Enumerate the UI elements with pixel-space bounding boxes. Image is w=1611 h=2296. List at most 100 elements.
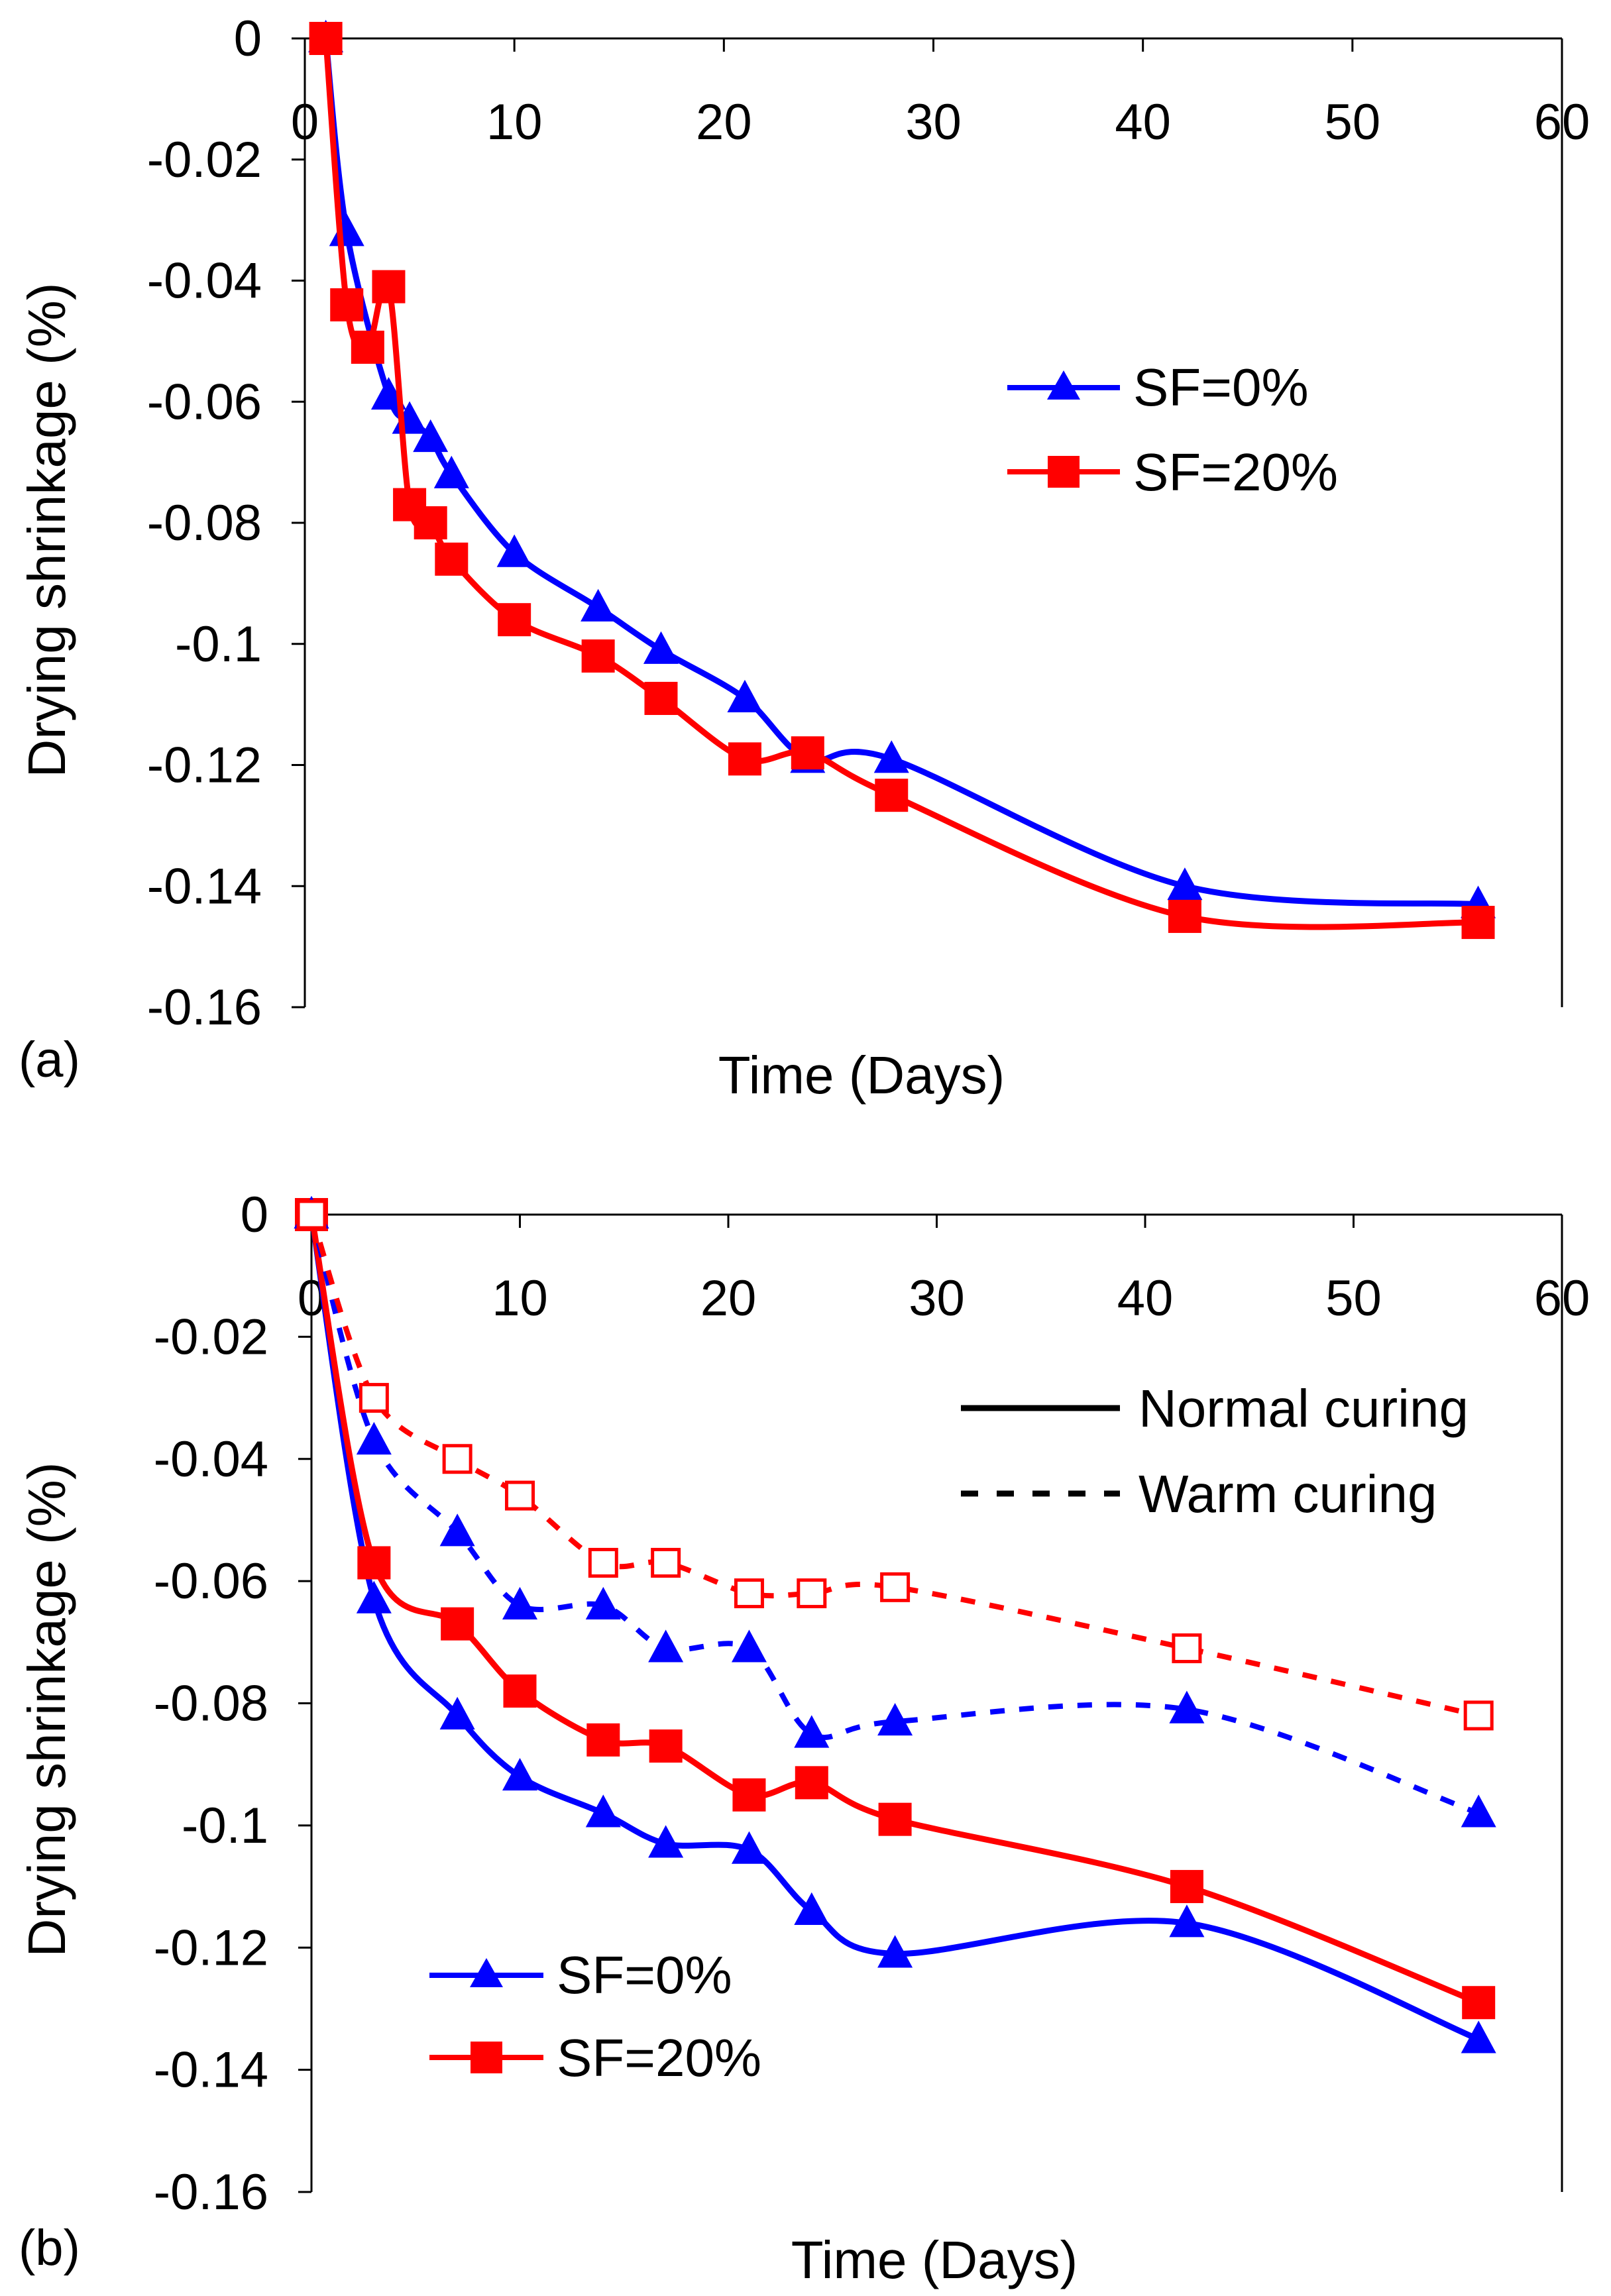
panel-a-x-tick-label: 20 (696, 94, 752, 150)
panel-b-x-tick-label: 30 (909, 1270, 965, 1327)
style-legend-warm-label: Warm curing (1139, 1464, 1437, 1523)
panel-b-y-tick-label: -0.14 (154, 2042, 268, 2099)
panel-b-series-2-point (877, 1702, 913, 1736)
panel-b-series-3-point (734, 1578, 764, 1609)
panel-b-series-2-point (585, 1586, 621, 1619)
panel-b-series-0-point (439, 1696, 475, 1729)
panel-b-series-2-point (731, 1629, 767, 1663)
panel-b-series-0-point (648, 1825, 684, 1858)
panel-b-series-1-point (1170, 1870, 1203, 1904)
panel-b-series-0-point (794, 1892, 830, 1925)
panel-b-series-0-point (356, 1580, 392, 1613)
panel-a-x-tick-label: 60 (1534, 94, 1590, 150)
panel-a-y-tick-label: -0.08 (147, 495, 262, 551)
panel-a-series-1-point (351, 331, 384, 364)
panel-a-y-tick-label: -0.06 (147, 374, 262, 430)
panel-b-y-tick-label: -0.08 (154, 1676, 268, 1732)
panel-a-series-0-point (643, 631, 679, 664)
panel-a-series-0-point (873, 740, 909, 773)
panel-b-series-1-point (503, 1674, 537, 1708)
panel-a-y-tick-label: -0.16 (147, 979, 262, 1036)
panel-a-series-1-point (372, 270, 406, 303)
panel-a-x-tick-label: 10 (486, 94, 543, 150)
panel-a-series-1-point (309, 22, 343, 55)
panel-b-series-1-point (1462, 1986, 1496, 2020)
panel-a-series-0-point (581, 588, 616, 622)
panel-b-series-3-point (1172, 1633, 1202, 1664)
panel-a-series-0-point (496, 534, 532, 567)
panel-a-series-1-point (1461, 906, 1495, 940)
panel-a-series-1-point (791, 736, 824, 770)
panel-b-y-tick-label: 0 (241, 1187, 268, 1243)
panel-b-y-tick-label: -0.02 (154, 1309, 268, 1365)
panel-a-series-0-point (413, 419, 449, 453)
panel-a-xlabel: Time (Days) (718, 1046, 1005, 1105)
panel-a-legend-label-sf0: SF=0% (1133, 358, 1309, 417)
panel-b-legend-marker-sf0 (470, 1958, 503, 1987)
panel-b-y-tick-label: -0.06 (154, 1553, 268, 1610)
panel-a-series-0-point (329, 213, 364, 246)
panel-a-legend-label-sf20: SF=20% (1133, 443, 1338, 502)
panel-b-series-3-point (442, 1444, 472, 1474)
panel-b-series-2-point (439, 1513, 475, 1547)
panel-a-legend-marker-sf20 (1048, 456, 1080, 488)
panel-b-series-1-line (308, 1214, 1480, 2006)
panel-b-chart: 0 -0.02 -0.04 -0.06 -0.08 -0.1 -0.12 -0.14 -0.16… (17, 1187, 1590, 2289)
panel-a-x-tick-label: 30 (905, 94, 962, 150)
panel-a-series-0-point (727, 679, 763, 712)
panel-b-x-tick-label: 10 (492, 1270, 548, 1327)
panel-b-y-tick-label: -0.04 (154, 1431, 268, 1488)
panel-a-x-tick-label: 40 (1115, 94, 1171, 150)
panel-b-series-3-point (651, 1547, 681, 1578)
panel-b-series-3-point (296, 1199, 327, 1230)
panel-b-series-2-point (794, 1715, 830, 1748)
panel-a-y-tick-label: -0.12 (147, 738, 262, 794)
panel-b-series-2-point (356, 1421, 392, 1455)
panel-b-x-tick-label: 60 (1534, 1270, 1590, 1327)
panel-a-x-ticks: 0 10 20 30 40 50 60 (291, 38, 1590, 150)
panel-a-y-tick-label: 0 (234, 11, 262, 67)
panel-b-series-0-point (731, 1831, 767, 1864)
panel-b-series (294, 1195, 1496, 2053)
panel-b-legend-label-sf20: SF=20% (557, 2028, 761, 2087)
panel-a-y-ticks: 0 -0.02 -0.04 -0.06 -0.08 -0.1 -0.12 -0.14 -0.16 (147, 11, 305, 1036)
panel-b-x-tick-label: 20 (700, 1270, 757, 1327)
panel-b-series-2-line (309, 1213, 1480, 1816)
panel-a-series-1-point (875, 779, 909, 812)
panel-a-series-0-point (1167, 867, 1203, 901)
panel-b-series-3-point (588, 1547, 618, 1578)
panel-b-x-ticks: 0 10 20 30 40 50 60 (298, 1215, 1590, 1327)
panel-a-x-tick-label: 0 (291, 94, 319, 150)
style-legend-normal-label: Normal curing (1139, 1379, 1469, 1438)
panel-a-series-1-point (644, 681, 678, 715)
panel-b-series-2-point (1461, 1794, 1496, 1828)
panel-b-series-1-point (649, 1729, 683, 1763)
panel-b-ylabel: Drying shrinkage (%) (17, 1462, 76, 1957)
panel-b-series-1-point (878, 1802, 912, 1836)
panel-b-series-2-point (1169, 1690, 1205, 1723)
panel-a-series-1-point (581, 639, 615, 673)
panel-a-legend: SF=0% SF=20% (1007, 358, 1338, 502)
panel-b-style-legend: Normal curing Warm curing (961, 1379, 1469, 1523)
panel-b-series-1-point (586, 1723, 620, 1757)
panel-a-series (308, 19, 1496, 940)
panel-b-legend: SF=0% SF=20% (429, 1945, 761, 2087)
panel-b-y-tick-label: -0.1 (182, 1798, 268, 1854)
panel-b-series-0-point (877, 1935, 913, 1968)
panel-b-series-1-point (357, 1546, 391, 1580)
panel-a-chart: 0 -0.02 -0.04 -0.06 -0.08 -0.1 -0.12 -0.14 -0.16… (17, 11, 1590, 1105)
panel-a-series-1-point (728, 742, 761, 776)
panel-b-x-tick-label: 50 (1325, 1270, 1382, 1327)
panel-b-series-3-point (880, 1572, 911, 1602)
panel-a-series-0-point (433, 455, 469, 488)
panel-b-series-3-point (359, 1383, 389, 1413)
panel-a-series-1-point (1168, 899, 1201, 933)
panel-a-y-tick-label: -0.02 (147, 132, 262, 188)
panel-a-label: (a) (19, 1032, 80, 1088)
panel-b-series-3-point (505, 1480, 535, 1511)
panel-a-y-tick-label: -0.1 (175, 616, 262, 673)
panel-b-series-0-line (308, 1214, 1480, 2042)
panel-b-legend-marker-sf20 (471, 2042, 502, 2073)
panel-b-label: (b) (19, 2220, 80, 2276)
